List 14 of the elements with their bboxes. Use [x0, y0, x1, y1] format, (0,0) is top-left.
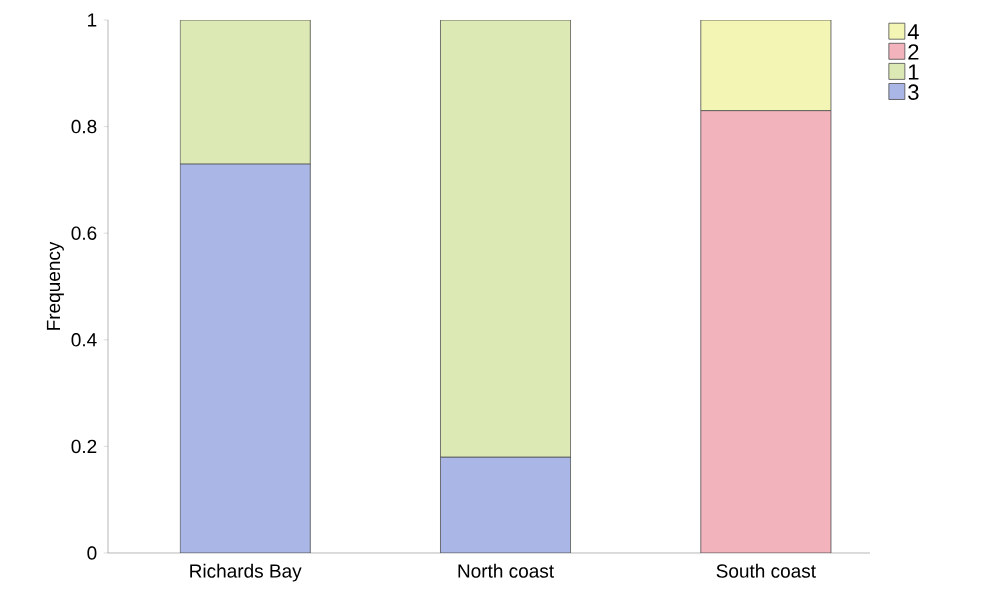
y-tick-label: 0: [87, 546, 97, 560]
y-tick-label: 0.2: [71, 439, 97, 454]
y-tick-label: 0.6: [71, 226, 97, 240]
y-axis-title: Frequency: [46, 241, 64, 330]
x-tick-label: Richards Bay: [190, 563, 302, 582]
legend-label: 4: [907, 24, 919, 40]
y-tick-label: 0.4: [71, 333, 97, 347]
x-tick-label: South coast: [716, 563, 816, 578]
y-tick-label: 0.8: [71, 119, 97, 134]
x-tick-label: North coast: [458, 563, 554, 578]
legend-label: 2: [908, 44, 919, 60]
legend-label: 3: [908, 84, 919, 100]
legend-label: 1: [908, 64, 919, 80]
y-tick-label: 1: [88, 13, 97, 27]
